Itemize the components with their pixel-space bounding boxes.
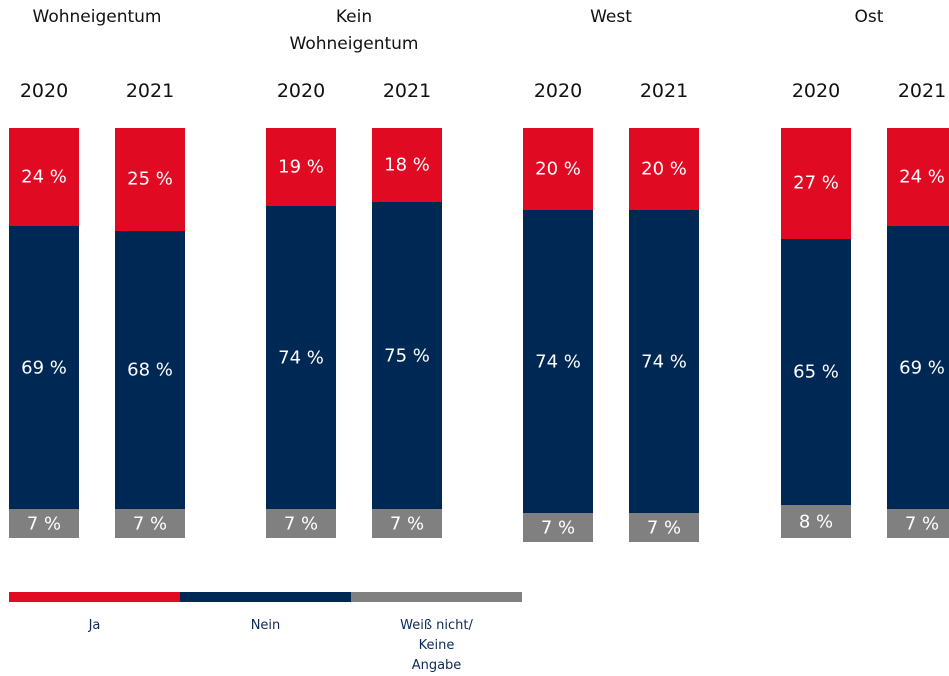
- bar-segment: [629, 210, 699, 514]
- data-label: 24 %: [21, 166, 67, 188]
- bar-segment: [9, 509, 79, 538]
- bar-segment: [887, 509, 949, 538]
- year-label: 2021: [125, 80, 175, 102]
- data-label: 18 %: [384, 154, 430, 176]
- data-label: 7 %: [132, 513, 168, 535]
- year-label: 2020: [276, 80, 326, 102]
- data-label: 27 %: [793, 172, 839, 194]
- bar-segment: [115, 509, 185, 538]
- bar-segment: [523, 513, 593, 543]
- data-label: 20 %: [535, 158, 581, 180]
- data-label: 65 %: [793, 361, 839, 383]
- data-label: 25 %: [127, 168, 173, 190]
- bar-segment: [115, 128, 185, 231]
- legend-label: Ja: [88, 618, 101, 633]
- year-label: 2020: [533, 80, 583, 102]
- legend-label: Weiß nicht/ Keine Angabe: [400, 618, 473, 673]
- data-label: 20 %: [641, 158, 687, 180]
- bar-segment: [629, 128, 699, 210]
- bar-segment: [266, 205, 336, 510]
- year-label: 2020: [19, 80, 69, 102]
- legend-label: Nein: [250, 618, 281, 633]
- bar-segment: [523, 128, 593, 210]
- data-label: 7 %: [646, 517, 682, 539]
- bar-segment: [9, 226, 79, 510]
- bar-segment: [781, 505, 851, 538]
- bar-segment: [266, 509, 336, 538]
- bar-segment: [887, 128, 949, 227]
- stacked-bar-chart: Wohneigentum 2020 24 % 69 % 7 % 2021 25 % 68 % 7…: [9, 7, 949, 543]
- group-title: West: [590, 7, 632, 27]
- data-label: 19 %: [278, 156, 324, 178]
- bar-segment: [372, 509, 442, 538]
- legend-swatch: [180, 592, 351, 602]
- group-title: Kein Wohneigentum: [289, 7, 419, 54]
- bar-segment: [115, 230, 185, 510]
- bar-segment: [781, 128, 851, 239]
- bar-segment: [629, 513, 699, 543]
- data-label: 7 %: [904, 513, 940, 535]
- data-label: 74 %: [641, 351, 687, 373]
- legend-swatch: [351, 592, 522, 602]
- year-label: 2021: [639, 80, 689, 102]
- bar-segment: [372, 201, 442, 510]
- group-title: Wohneigentum: [32, 7, 162, 27]
- data-label: 74 %: [278, 347, 324, 369]
- bar-segment: [266, 128, 336, 206]
- data-label: 69 %: [21, 357, 67, 379]
- data-label: 7 %: [540, 517, 576, 539]
- data-label: 8 %: [798, 511, 834, 533]
- data-label: 75 %: [384, 345, 430, 367]
- data-label: 24 %: [899, 166, 945, 188]
- data-label: 69 %: [899, 357, 945, 379]
- bar-segment: [9, 128, 79, 227]
- bar-segment: [887, 226, 949, 510]
- data-label: 7 %: [283, 513, 319, 535]
- bar-segment: [781, 238, 851, 506]
- bar-segment: [372, 128, 442, 202]
- year-label: 2020: [791, 80, 841, 102]
- data-label: 68 %: [127, 359, 173, 381]
- legend-swatch: [9, 592, 180, 602]
- year-label: 2021: [382, 80, 432, 102]
- data-label: 7 %: [389, 513, 425, 535]
- group-title: Ost: [854, 7, 884, 27]
- data-label: 7 %: [26, 513, 62, 535]
- year-label: 2021: [897, 80, 947, 102]
- bar-segment: [523, 210, 593, 514]
- data-label: 74 %: [535, 351, 581, 373]
